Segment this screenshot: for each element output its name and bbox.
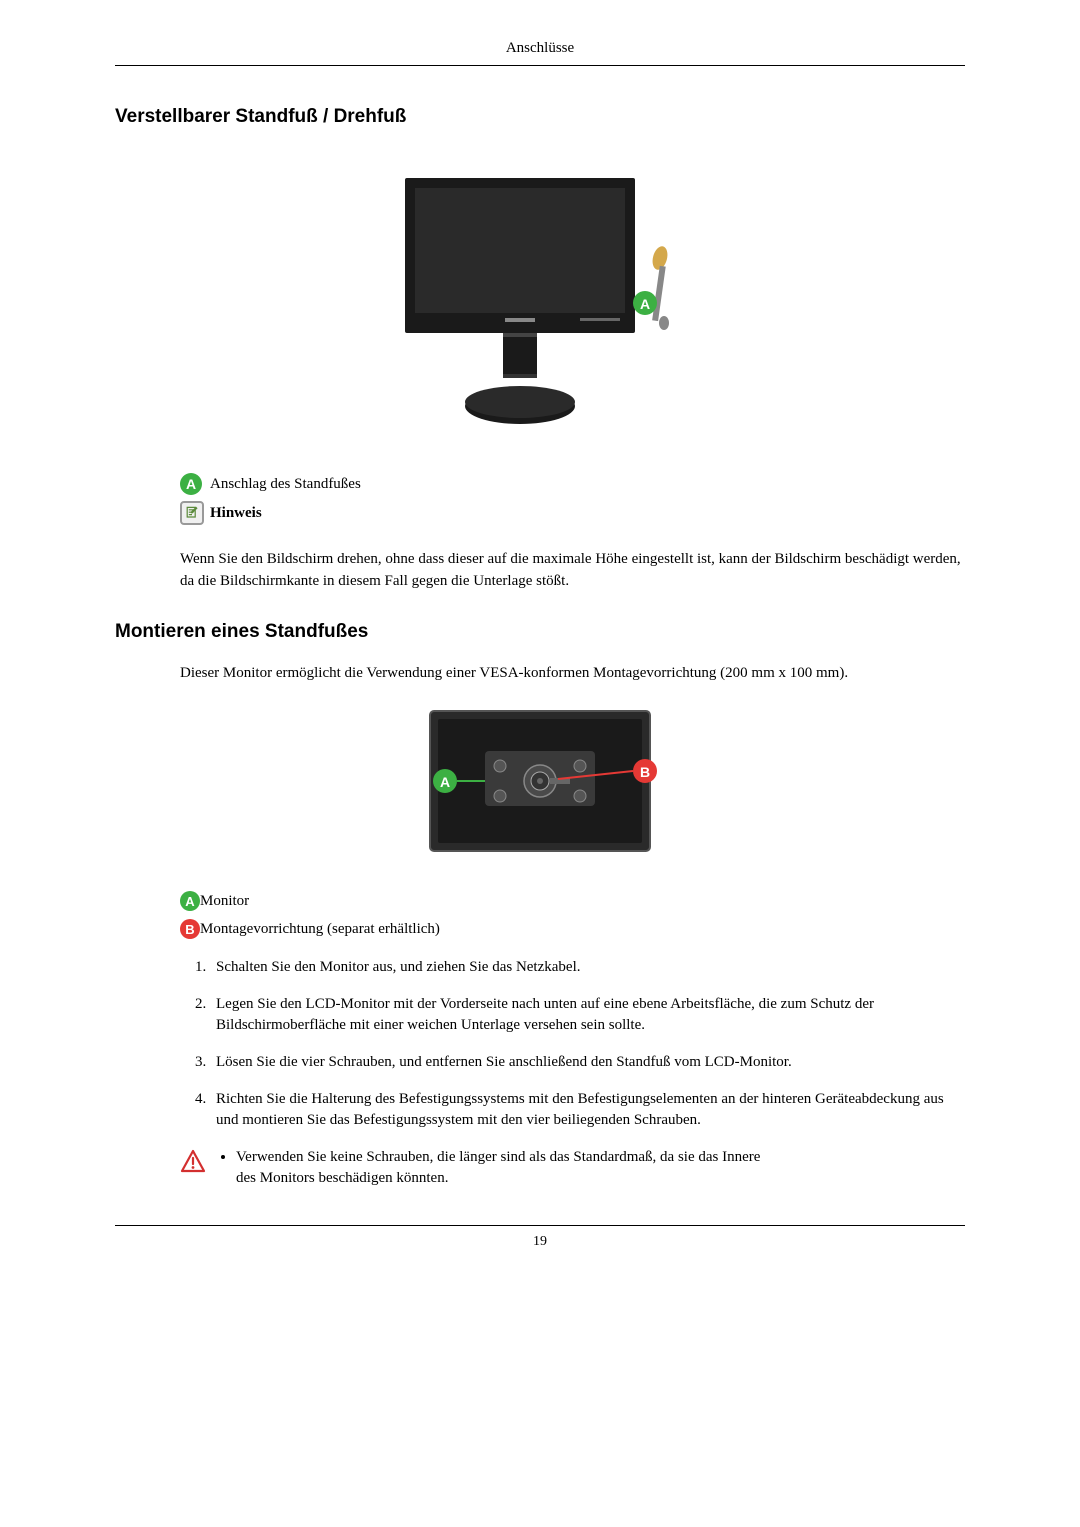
- section-title-montieren: Montieren eines Standfußes: [115, 621, 965, 643]
- steps-list: Schalten Sie den Monitor aus, und ziehen…: [180, 957, 965, 1131]
- note-text: Wenn Sie den Bildschirm drehen, ohne das…: [180, 549, 965, 593]
- label-anschlag: Anschlag des Standfußes: [210, 476, 361, 493]
- list-item: Richten Sie die Halterung des Befestigun…: [210, 1089, 965, 1131]
- svg-text:A: A: [440, 774, 450, 790]
- monitor-illustration: A: [115, 158, 965, 443]
- note-label: Hinweis: [210, 505, 262, 522]
- list-item: Legen Sie den LCD-Monitor mit der Vorder…: [210, 994, 965, 1036]
- page-number: 19: [115, 1225, 965, 1250]
- warning-icon: [180, 1149, 206, 1189]
- badge-a-icon: A: [180, 473, 202, 495]
- label-monitor: Monitor: [200, 893, 249, 910]
- badge-a-icon: A: [180, 891, 200, 911]
- intro-text: Dieser Monitor ermöglicht die Verwendung…: [180, 663, 965, 685]
- vesa-illustration: A B: [115, 696, 965, 871]
- page-header: Anschlüsse: [115, 40, 965, 66]
- list-item: Lösen Sie die vier Schrauben, und entfer…: [210, 1052, 965, 1073]
- note-icon: [180, 501, 204, 525]
- label-montagevorrichtung: Montagevorrichtung (separat erhältlich): [200, 921, 440, 938]
- list-item: Schalten Sie den Monitor aus, und ziehen…: [210, 957, 965, 978]
- svg-text:B: B: [640, 764, 650, 780]
- badge-b-icon: B: [180, 919, 200, 939]
- svg-text:A: A: [640, 296, 650, 312]
- warning-text: Verwenden Sie keine Schrauben, die länge…: [236, 1147, 776, 1189]
- section-title-standfuss: Verstellbarer Standfuß / Drehfuß: [115, 106, 965, 128]
